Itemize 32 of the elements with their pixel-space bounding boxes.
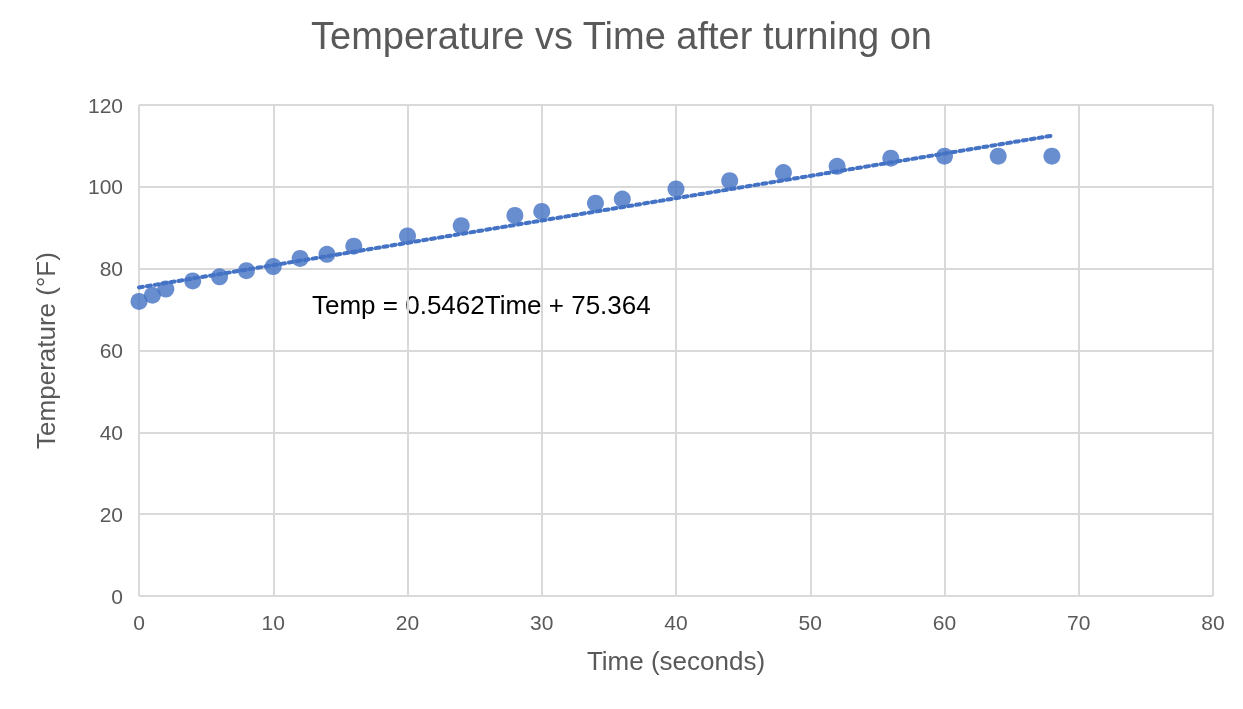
x-tick-label: 10 — [261, 611, 285, 634]
x-tick-label: 0 — [133, 611, 145, 634]
y-tick-label: 80 — [99, 257, 123, 281]
y-tick-label: 120 — [87, 93, 123, 117]
x-tick-label: 80 — [1201, 611, 1225, 634]
y-axis-title: Temperature (°F) — [31, 252, 61, 449]
x-tick-label: 30 — [530, 611, 554, 634]
x-tick-label: 40 — [664, 611, 688, 634]
annotation: Temp = 0.5462Time + 75.364 — [312, 290, 651, 320]
x-axis-title: Time (seconds) — [586, 646, 766, 676]
y-tick-label: 60 — [99, 339, 123, 362]
point — [1043, 147, 1061, 165]
chart-title: Temperature vs Time after turning on — [311, 15, 932, 57]
y-tick-label: 40 — [99, 420, 123, 444]
y-tick-label: 100 — [87, 175, 123, 199]
point — [721, 172, 739, 190]
point — [989, 147, 1007, 165]
y-tick-label: 0 — [111, 584, 123, 608]
x-tick-label: 50 — [798, 611, 822, 634]
point — [130, 292, 148, 310]
point — [613, 190, 631, 208]
x-tick-label: 60 — [932, 611, 957, 634]
point — [586, 194, 604, 212]
point — [667, 180, 685, 198]
y-tick-label: 20 — [99, 502, 123, 526]
point — [143, 286, 161, 304]
point — [774, 164, 792, 182]
x-tick-label: 20 — [395, 611, 420, 634]
point — [452, 217, 470, 235]
x-tick-label: 70 — [1067, 611, 1091, 634]
point — [533, 202, 551, 220]
point — [506, 206, 524, 224]
